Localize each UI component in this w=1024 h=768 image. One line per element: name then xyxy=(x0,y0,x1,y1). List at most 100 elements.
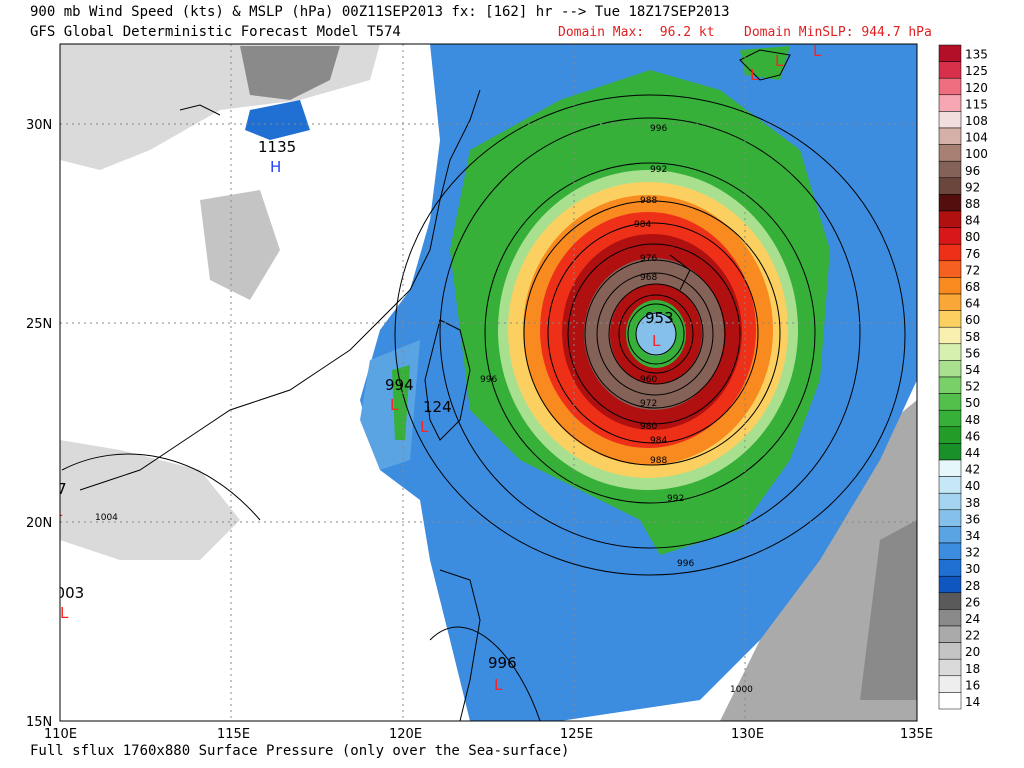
isobar-988 xyxy=(523,200,781,466)
isobar-972 xyxy=(596,272,714,396)
colorbar-label: 38 xyxy=(965,496,980,510)
colorbar-swatch xyxy=(938,44,962,62)
isobar-label: 996 xyxy=(650,124,667,134)
green-wind-patch-strait xyxy=(392,365,410,440)
low-marker: L xyxy=(494,676,503,694)
green-wind-patch-northeast xyxy=(740,46,790,80)
isobar-964 xyxy=(618,294,694,374)
colorbar-swatch xyxy=(938,144,962,162)
colorbar-swatch xyxy=(938,94,962,112)
colorbar-label: 64 xyxy=(965,297,980,311)
colorbar-swatch xyxy=(938,575,962,594)
colorbar-label: 42 xyxy=(965,463,980,477)
korea-coast xyxy=(179,104,221,116)
isobar-968 xyxy=(608,283,704,385)
colorbar-swatch xyxy=(938,61,962,79)
isobar-label: 1004 xyxy=(95,513,118,523)
chart-title-line2: GFS Global Deterministic Forecast Model … xyxy=(30,24,401,40)
colorbar-label: 58 xyxy=(965,330,980,344)
isobar-label: 984 xyxy=(650,436,667,446)
typhoon-low-marker: L xyxy=(652,332,661,350)
colorbar-swatch xyxy=(938,376,962,394)
low-marker: L xyxy=(60,604,69,622)
colorbar-label: 125 xyxy=(965,64,988,78)
low-pressure-value: 1002 xyxy=(788,22,826,40)
colorbar-swatch xyxy=(938,476,962,494)
colorbar-label: 50 xyxy=(965,396,980,410)
colorbar-label: 48 xyxy=(965,413,980,427)
colorbar-label: 108 xyxy=(965,114,988,128)
blue-wind-patch-north xyxy=(245,100,310,140)
colorbar-swatch xyxy=(938,77,962,96)
colorbar-swatch xyxy=(938,160,962,179)
low-marker: L xyxy=(750,66,759,84)
colorbar-swatch xyxy=(938,459,962,477)
chart-title-line1: 900 mb Wind Speed (kts) & MSLP (hPa) 00Z… xyxy=(30,4,730,20)
map-frame xyxy=(59,43,918,722)
colorbar-swatch xyxy=(938,227,962,245)
y-tick-label: 30N xyxy=(26,118,52,133)
colorbar-swatch xyxy=(938,343,962,361)
colorbar-label: 135 xyxy=(965,48,988,62)
low-marker: L xyxy=(390,396,399,414)
colorbar-swatch xyxy=(938,592,962,610)
colorbar-label: 20 xyxy=(965,645,980,659)
x-tick-label: 120E xyxy=(389,727,422,742)
low-pressure-value: 994 xyxy=(385,376,414,394)
colorbar-label: 16 xyxy=(965,678,980,692)
grey-wind-region-southeast-dark xyxy=(860,520,917,700)
colorbar-swatch xyxy=(938,360,962,378)
colorbar-swatch xyxy=(938,310,962,328)
colorbar-label: 36 xyxy=(965,512,980,526)
low-marker: L xyxy=(813,42,822,60)
colorbar-label: 56 xyxy=(965,346,980,360)
colorbar-label: 44 xyxy=(965,446,980,460)
colorbar-label: 68 xyxy=(965,280,980,294)
colorbar-label: 104 xyxy=(965,131,988,145)
kyushu-coastline xyxy=(739,49,791,81)
typhoon-center-pressure: 953 xyxy=(645,309,674,327)
colorbar-swatch xyxy=(938,692,962,710)
colorbar-swatch xyxy=(938,277,962,295)
isobar-label: 988 xyxy=(650,456,667,466)
colorbar-swatch xyxy=(938,243,962,262)
colorbar-label: 18 xyxy=(965,662,980,676)
low-pressure-value: 996 xyxy=(488,654,517,672)
isobar-996-south xyxy=(429,626,541,721)
isobar-label: 992 xyxy=(667,494,684,504)
isobar-label: 968 xyxy=(640,273,657,283)
colorbar-swatch xyxy=(938,542,962,560)
colorbar-label: 88 xyxy=(965,197,980,211)
isobar-labels: 996 992 988 984 976 968 960 972 980 984 … xyxy=(95,124,753,695)
colorbar-label: 100 xyxy=(965,147,988,161)
low-marker: L xyxy=(775,52,784,70)
grey-wind-region-southwest xyxy=(60,440,240,560)
colorbar-label: 26 xyxy=(965,595,980,609)
colorbar-label: 54 xyxy=(965,363,980,377)
taiwan-coastline xyxy=(424,319,471,441)
isobar-984 xyxy=(547,222,759,444)
colorbar-label: 46 xyxy=(965,429,980,443)
isobar-label: 960 xyxy=(640,375,657,385)
colorbar-swatch xyxy=(938,509,962,527)
colorbar-label: 40 xyxy=(965,479,980,493)
colorbar-label: 72 xyxy=(965,263,980,277)
colorbar-swatch xyxy=(938,194,962,212)
isobar-992 xyxy=(484,162,816,504)
x-tick-label: 115E xyxy=(217,727,250,742)
low-marker: L xyxy=(54,502,63,520)
colorbar-label: 96 xyxy=(965,164,980,178)
x-tick-label: 135E xyxy=(900,727,933,742)
colorbar-label: 30 xyxy=(965,562,980,576)
china-coastline xyxy=(79,89,481,491)
colorbar-swatch xyxy=(938,492,962,511)
colorbar-swatch xyxy=(938,559,962,577)
colorbar-label: 28 xyxy=(965,579,980,593)
x-tick-label: 130E xyxy=(731,727,764,742)
isobar-980 xyxy=(567,243,741,425)
x-tick-label: 125E xyxy=(560,727,593,742)
colorbar-label: 32 xyxy=(965,546,980,560)
isobar-label: 972 xyxy=(640,399,657,409)
low-pressure-value: 1003 xyxy=(46,584,84,602)
isobar-996 xyxy=(439,117,861,549)
